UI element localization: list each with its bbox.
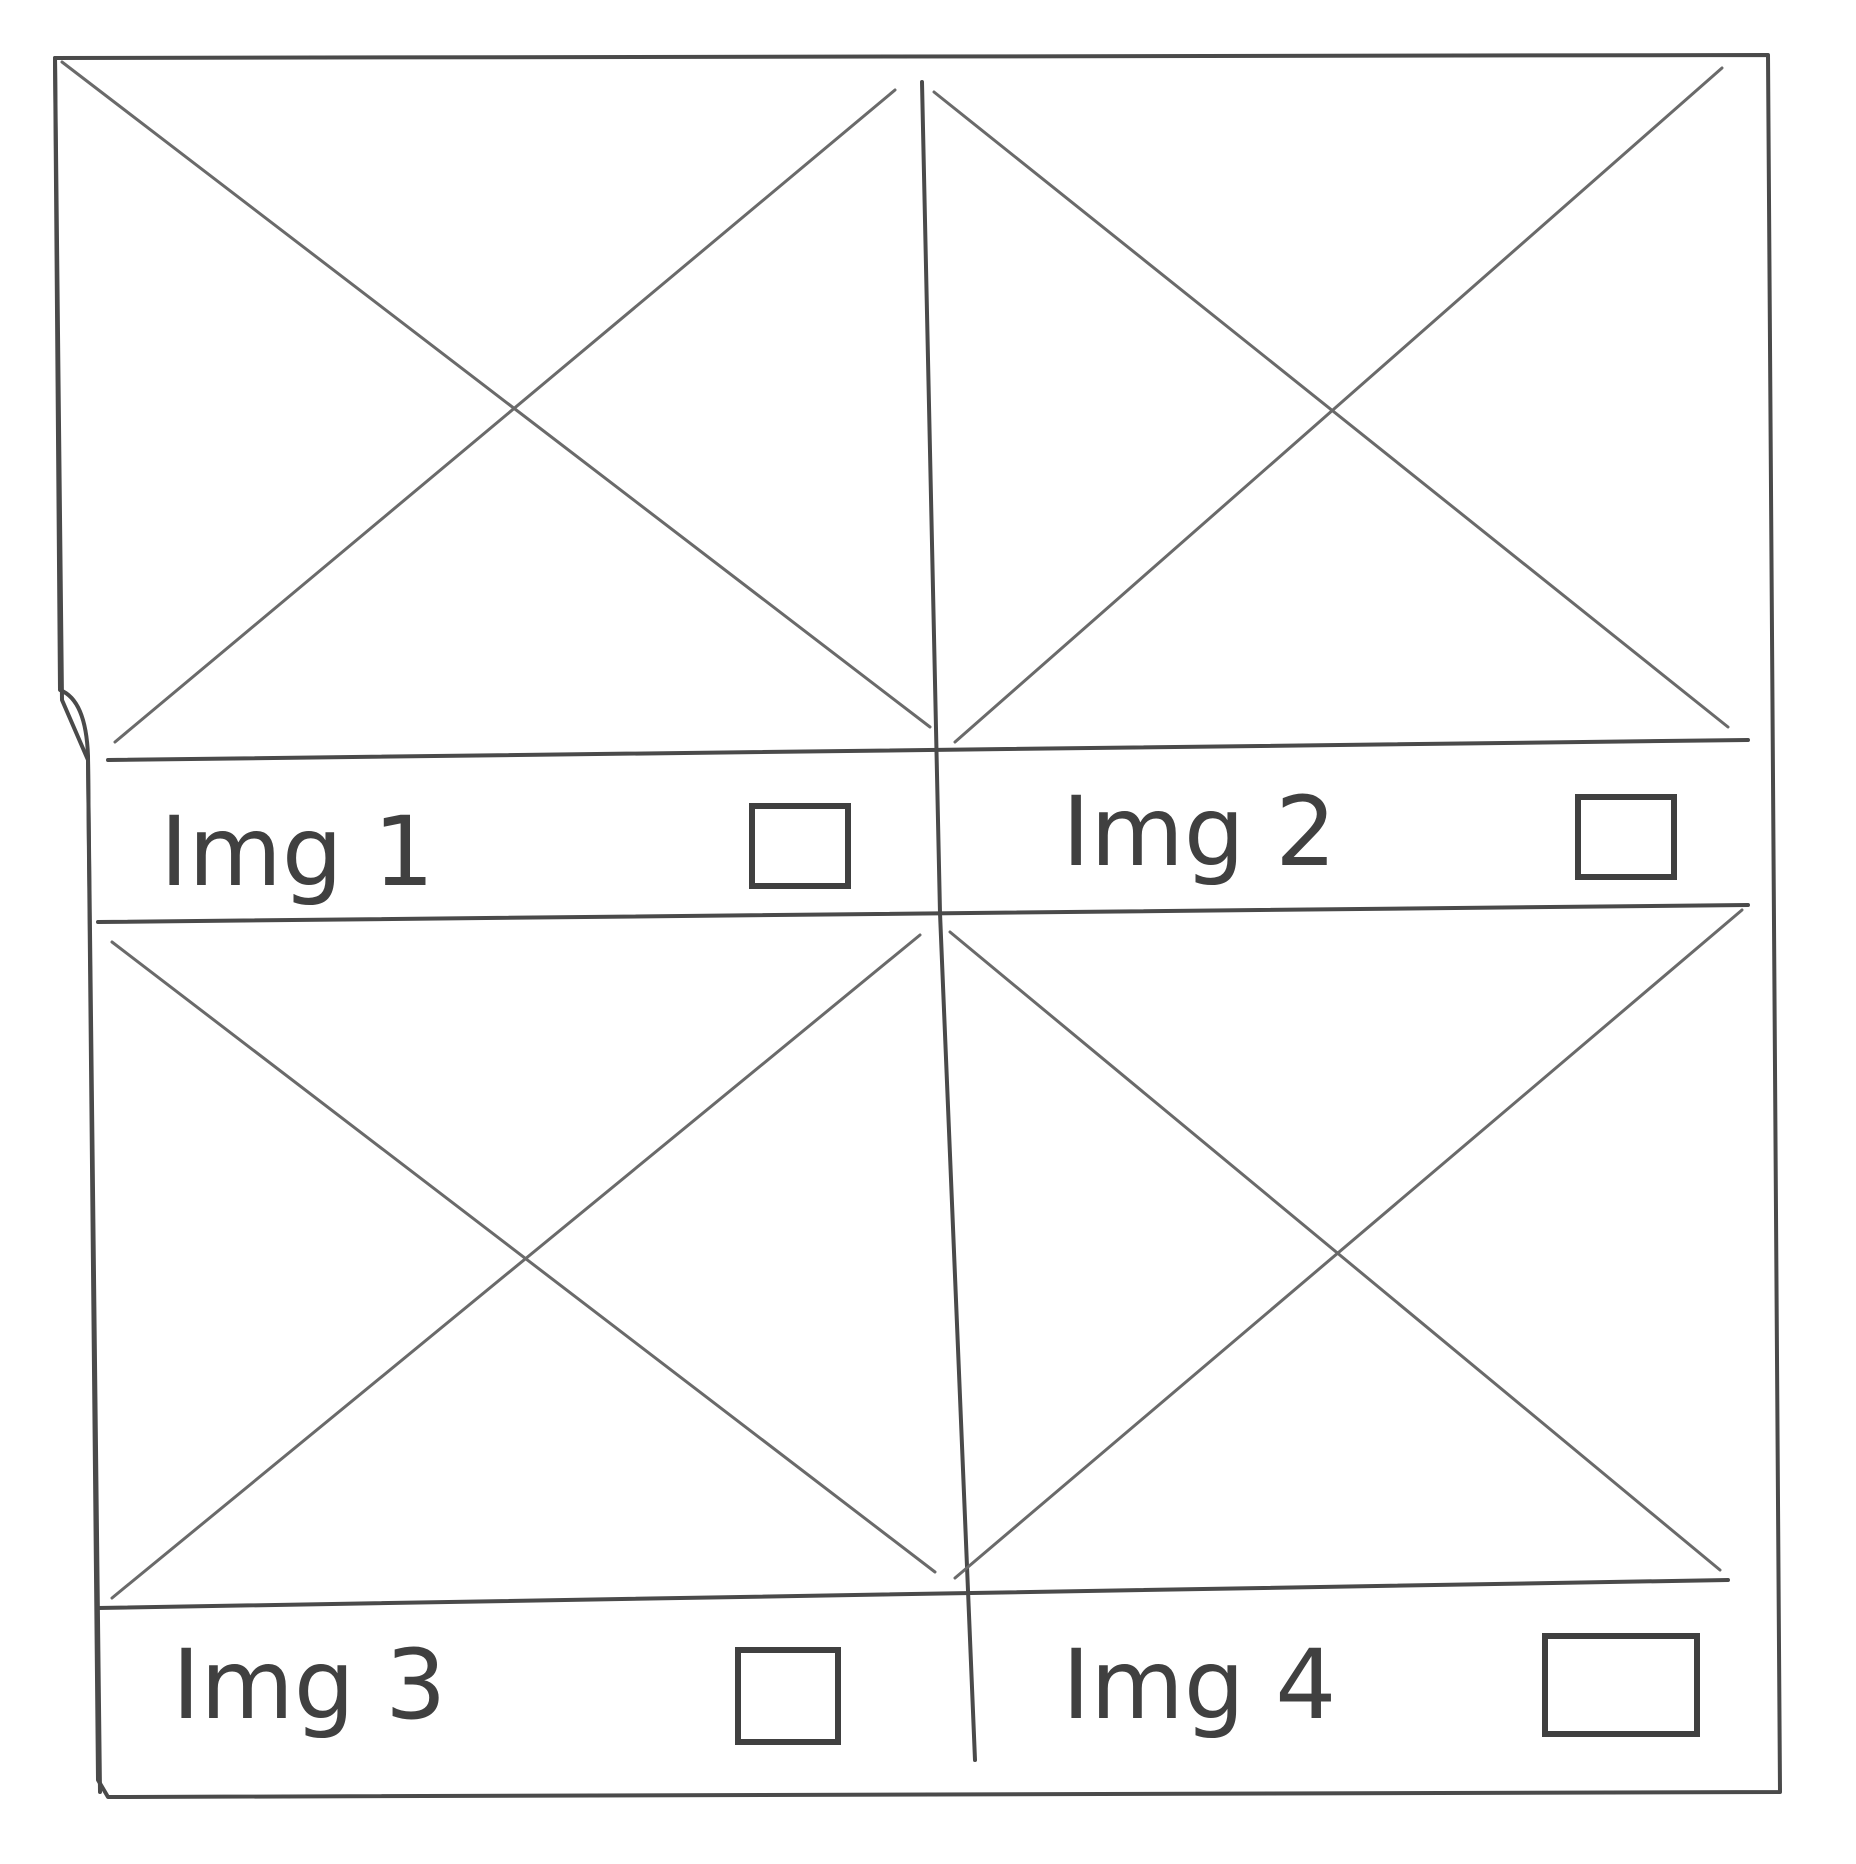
image-placeholder-4 [948,908,1744,1580]
gallery-tile-4[interactable]: Img 4 [948,908,1744,1741]
image-checkbox-3[interactable] [735,1647,841,1745]
image-checkbox-4[interactable] [1542,1633,1700,1737]
image-label-3: Img 3 [172,1629,446,1741]
gallery-frame-left [53,56,102,1794]
gallery-tile-1[interactable]: Img 1 [60,60,932,908]
image-label-2: Img 2 [1062,776,1336,888]
image-placeholder-1 [60,60,932,744]
gallery-frame [53,53,1782,1799]
image-label-4: Img 4 [1062,1629,1336,1741]
image-placeholder-3 [110,933,937,1600]
image-checkbox-2[interactable] [1575,794,1677,880]
grid-vertical-divider [920,80,977,1762]
gallery-tile-3[interactable]: Img 3 [110,933,937,1745]
row-divider-bottom-caption [96,1578,1730,1610]
gallery-tile-2[interactable]: Img 2 [932,66,1730,888]
image-checkbox-1[interactable] [749,803,851,889]
image-placeholder-2 [932,66,1730,744]
row-divider-middle [96,903,1750,924]
row-divider-top-caption [106,738,1750,762]
image-label-1: Img 1 [160,796,434,908]
